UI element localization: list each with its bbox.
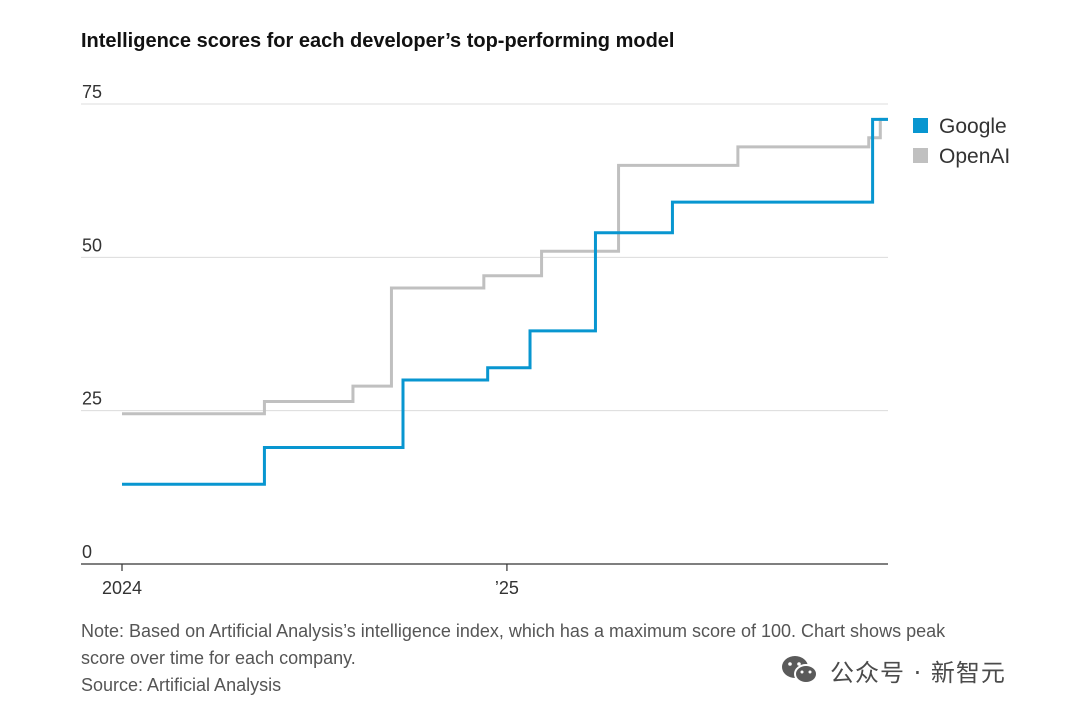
series-line-openai [122,117,888,416]
legend-swatch-openai [913,148,928,163]
x-tick-label-0: 2024 [102,578,142,598]
wechat-icon [782,656,818,684]
note-line-2: score over time for each company. [81,648,356,668]
source-line: Source: Artificial Analysis [81,675,282,695]
watermark-text: 公众号 · 新智元 [830,658,1006,687]
series-line-google [122,117,888,486]
y-tick-label-25: 25 [82,389,102,409]
legend-label-google: Google [939,115,1007,138]
y-tick-label-50: 50 [82,235,102,255]
chart-notes: Note: Based on Artificial Analysis’s int… [81,618,1041,699]
y-tick-label-0: 0 [82,542,92,562]
x-tick-label-1: ’25 [495,578,519,598]
legend-label-openai: OpenAI [939,145,1010,168]
watermark: 公众号 · 新智元 [780,653,1006,687]
chart-title: Intelligence scores for each developer’s… [81,30,675,52]
legend-swatch-google [913,118,928,133]
y-tick-label-75: 75 [82,82,102,102]
note-line-1: Note: Based on Artificial Analysis’s int… [81,621,946,641]
